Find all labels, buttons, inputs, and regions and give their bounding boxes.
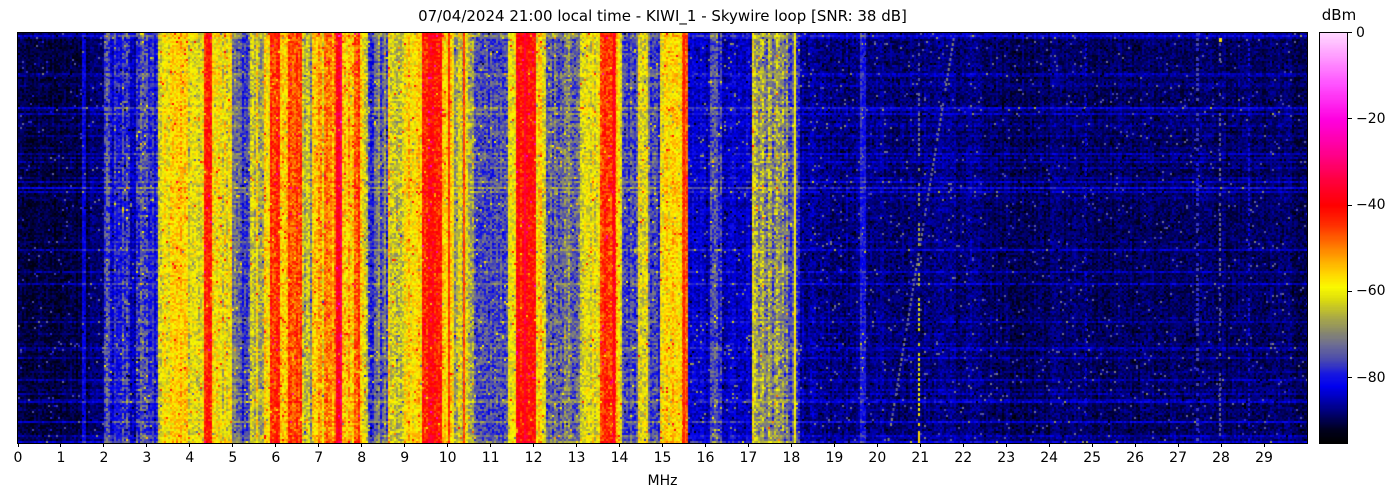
colorbar-canvas <box>1320 33 1347 443</box>
x-tick-label: 5 <box>228 450 238 466</box>
x-tick-label: 11 <box>481 450 500 466</box>
x-tick-mark <box>146 443 148 447</box>
x-tick-label: 16 <box>696 450 715 466</box>
x-tick-label: 3 <box>142 450 152 466</box>
x-tick-label: 17 <box>739 450 758 466</box>
x-tick-label: 20 <box>868 450 887 466</box>
x-tick-label: 14 <box>610 450 629 466</box>
x-tick-mark <box>1177 443 1179 447</box>
x-tick-label: 12 <box>524 450 543 466</box>
x-tick-mark <box>232 443 234 447</box>
x-tick-label: 13 <box>567 450 586 466</box>
x-tick-label: 24 <box>1040 450 1059 466</box>
x-tick-label: 4 <box>185 450 195 466</box>
x-tick-label: 29 <box>1255 450 1273 466</box>
x-tick-label: 15 <box>653 450 672 466</box>
x-tick-label: 6 <box>271 450 281 466</box>
x-tick-label: 27 <box>1169 450 1187 466</box>
x-tick-mark <box>60 443 62 447</box>
x-tick-mark <box>1005 443 1007 447</box>
x-tick-mark <box>1134 443 1136 447</box>
colorbar-tick-label: −20 <box>1356 110 1386 127</box>
x-tick-label: 25 <box>1083 450 1102 466</box>
x-tick-mark <box>361 443 363 447</box>
colorbar-tick-label: 0 <box>1356 24 1365 41</box>
spectrogram-plot-area <box>17 32 1308 444</box>
x-tick-mark <box>533 443 535 447</box>
x-tick-mark <box>619 443 621 447</box>
x-tick-mark <box>1048 443 1050 447</box>
x-tick-label: 28 <box>1212 450 1230 466</box>
x-tick-mark <box>1263 443 1265 447</box>
x-tick-label: 8 <box>357 450 367 466</box>
x-tick-mark <box>1091 443 1093 447</box>
x-tick-mark <box>17 443 19 447</box>
x-tick-label: 19 <box>825 450 844 466</box>
x-axis-label: MHz <box>647 473 678 489</box>
x-tick-mark <box>662 443 663 447</box>
x-tick-mark <box>962 443 964 447</box>
x-tick-mark <box>275 443 277 447</box>
x-tick-label: 1 <box>56 450 66 466</box>
x-tick-mark <box>790 443 792 447</box>
colorbar-tick-label: −40 <box>1356 197 1386 214</box>
x-tick-mark <box>490 443 492 447</box>
colorbar-tick-label: −80 <box>1356 369 1386 386</box>
x-tick-mark <box>876 443 878 447</box>
x-tick-mark <box>447 443 449 447</box>
x-tick-label: 26 <box>1126 450 1145 466</box>
x-tick-mark <box>103 443 105 447</box>
x-tick-label: 18 <box>782 450 801 466</box>
x-tick-label: 10 <box>438 450 457 466</box>
x-tick-mark <box>833 443 835 447</box>
x-tick-mark <box>747 443 749 447</box>
colorbar-tick-mark <box>1348 118 1352 120</box>
x-tick-mark <box>919 443 921 447</box>
x-tick-label: 23 <box>997 450 1016 466</box>
x-tick-mark <box>1220 443 1222 447</box>
x-tick-label: 0 <box>13 450 23 466</box>
colorbar-tick-mark <box>1348 290 1352 292</box>
x-tick-label: 7 <box>314 450 324 466</box>
chart-title: 07/04/2024 21:00 local time - KIWI_1 - S… <box>418 7 907 25</box>
x-tick-label: 21 <box>911 450 930 466</box>
x-tick-mark <box>189 443 191 447</box>
x-tick-mark <box>404 443 406 447</box>
colorbar-tick-mark <box>1348 377 1352 379</box>
colorbar-unit-label: dBm <box>1321 6 1357 24</box>
colorbar <box>1319 32 1348 444</box>
colorbar-tick-mark <box>1348 32 1352 33</box>
x-tick-mark <box>576 443 578 447</box>
x-tick-label: 2 <box>99 450 109 466</box>
x-tick-label: 22 <box>954 450 973 466</box>
x-tick-mark <box>318 443 320 447</box>
colorbar-tick-label: −60 <box>1356 283 1386 300</box>
x-tick-label: 9 <box>400 450 410 466</box>
x-tick-mark <box>704 443 706 447</box>
spectrogram-canvas <box>18 33 1307 443</box>
colorbar-tick-mark <box>1348 204 1352 206</box>
